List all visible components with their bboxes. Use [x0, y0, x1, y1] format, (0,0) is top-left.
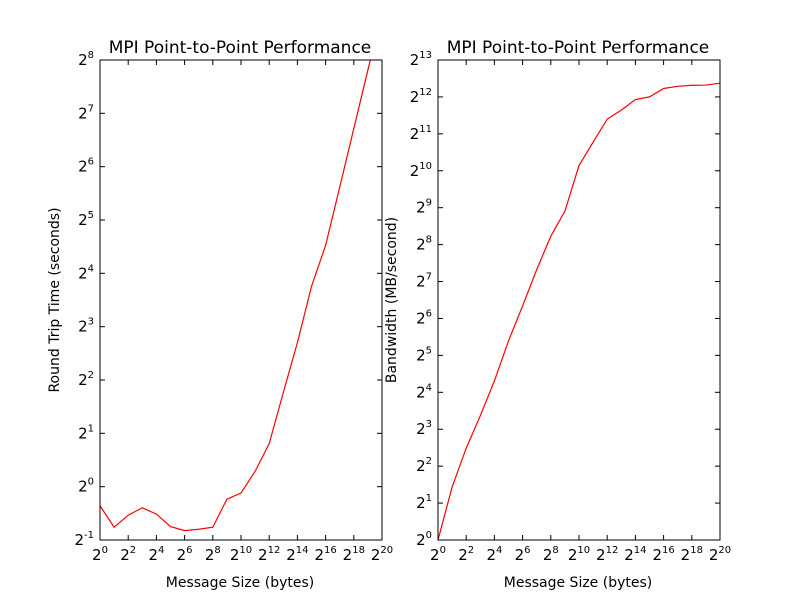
rtt-x-tick-label: 210	[230, 545, 252, 564]
bandwidth-x-tick-label: 218	[681, 545, 703, 564]
bandwidth-y-tick-label: 29	[416, 198, 432, 217]
rtt-x-tick-label: 20	[92, 545, 108, 564]
bandwidth-x-tick-label: 220	[709, 545, 731, 564]
bandwidth-x-tick-label: 214	[624, 545, 646, 564]
bandwidth-y-tick-label: 212	[410, 87, 432, 106]
bandwidth-x-tick-label: 22	[458, 545, 474, 564]
rtt-y-tick-label: 23	[78, 317, 94, 336]
bandwidth-y-tick-label: 28	[416, 235, 432, 254]
bandwidth-y-axis-label: Bandwidth (MB/second)	[384, 217, 400, 383]
rtt-x-axis-label: Message Size (bytes)	[166, 575, 315, 591]
rtt-y-tick-label: 21	[78, 423, 94, 442]
rtt-x-tick-label: 24	[148, 545, 164, 564]
bandwidth-data-line	[437, 82, 721, 541]
bandwidth-x-tick-label: 216	[652, 545, 674, 564]
bandwidth-y-tick-label: 25	[416, 345, 432, 364]
rtt-y-tick-label: 26	[78, 157, 94, 176]
rtt-y-tick-label: 22	[78, 370, 94, 389]
bandwidth-y-tick-label: 23	[416, 419, 432, 438]
bandwidth-y-tick-label: 211	[410, 124, 432, 143]
bandwidth-tick-labels: 20 22 24 26 28 210 212 214 216 218 220 20 21 22 23 24 25…	[410, 50, 731, 564]
rtt-y-tick-label: 25	[78, 210, 94, 229]
bandwidth-x-tick-label: 24	[486, 545, 502, 564]
rtt-y-tick-label: 27	[78, 103, 94, 122]
bandwidth-y-tick-label: 20	[416, 530, 432, 549]
bandwidth-y-tick-label: 22	[416, 456, 432, 475]
rtt-x-tick-label: 218	[343, 545, 365, 564]
rtt-y-tick-label: 20	[78, 477, 94, 496]
rtt-data-line	[99, 59, 371, 532]
bandwidth-chart-title: MPI Point-to-Point Performance	[447, 38, 710, 58]
rtt-chart-title: MPI Point-to-Point Performance	[109, 38, 372, 58]
bandwidth-x-tick-label: 28	[543, 545, 559, 564]
rtt-y-tick-label: 28	[78, 50, 94, 69]
rtt-chart: MPI Point-to-Point Performance Message S…	[47, 38, 393, 591]
bandwidth-y-tick-label: 24	[416, 382, 432, 401]
rtt-x-tick-label: 212	[258, 545, 280, 564]
rtt-x-tick-label: 28	[205, 545, 221, 564]
rtt-tick-labels: 20 22 24 26 28 210 212 214 216 218 2202-1202122232…	[74, 50, 393, 564]
rtt-x-tick-label: 214	[286, 545, 308, 564]
rtt-y-tick-label: 2-1	[74, 530, 94, 549]
rtt-y-axis-label: Round Trip Time (seconds)	[47, 207, 63, 392]
bandwidth-x-tick-label: 20	[430, 545, 446, 564]
rtt-x-tick-label: 220	[371, 545, 393, 564]
rtt-x-tick-label: 26	[177, 545, 193, 564]
bandwidth-y-tick-label: 26	[416, 308, 432, 327]
rtt-y-tick-label: 24	[78, 263, 94, 282]
bandwidth-y-tick-label: 27	[416, 272, 432, 291]
bandwidth-plot-frame	[437, 59, 721, 541]
rtt-x-tick-label: 216	[314, 545, 336, 564]
bandwidth-x-tick-label: 212	[596, 545, 618, 564]
bandwidth-y-tick-label: 213	[410, 50, 432, 69]
bandwidth-x-tick-label: 210	[568, 545, 590, 564]
bandwidth-chart: MPI Point-to-Point Performance Message S…	[384, 38, 731, 591]
rtt-x-tick-label: 22	[120, 545, 136, 564]
rtt-plot-frame	[99, 59, 383, 541]
bandwidth-x-tick-label: 26	[515, 545, 531, 564]
bandwidth-y-tick-label: 210	[410, 161, 432, 180]
bandwidth-y-tick-label: 21	[416, 493, 432, 512]
bandwidth-x-axis-label: Message Size (bytes)	[504, 575, 653, 591]
